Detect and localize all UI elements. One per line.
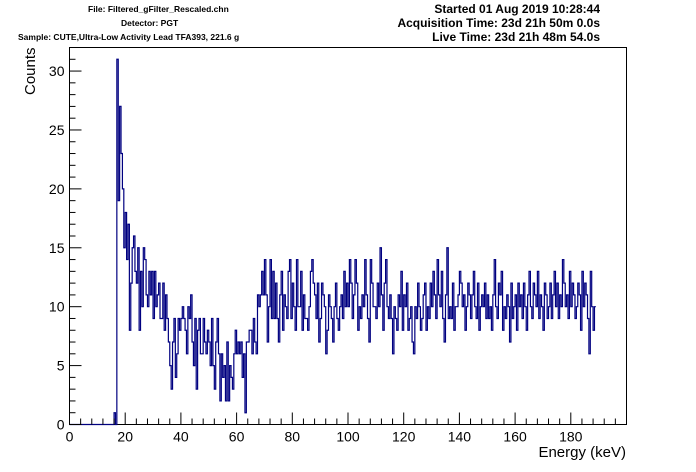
sample-label: Sample: CUTE,Ultra-Low Activity Lead TFA… [18,32,240,42]
y-axis-label: Counts [22,47,39,95]
plot-frame [69,47,627,425]
histogram-series [69,58,596,426]
acquisition-time-label: Acquisition Time: 23d 21h 50m 0.0s [397,16,600,30]
y-tick-label: 25 [49,122,65,138]
y-tick-label: 10 [49,299,65,315]
y-tick-label: 5 [57,358,65,374]
y-tick-label: 20 [49,181,65,197]
x-tick-label: 40 [173,429,189,445]
y-tick-label: 0 [57,417,65,433]
x-tick-label: 60 [229,429,245,445]
x-tick-label: 140 [448,429,472,445]
x-tick-label: 0 [66,429,74,445]
y-axis: 0 5 10 15 20 25 30 [49,47,82,433]
x-tick-label: 180 [559,429,583,445]
x-axis-label: Energy (keV) [538,444,626,461]
detector-label: Detector: PGT [121,18,179,28]
x-tick-label: 80 [285,429,301,445]
x-tick-label: 120 [392,429,416,445]
histogram-line [69,58,596,426]
y-tick-label: 15 [49,240,65,256]
started-label: Started 01 Aug 2019 10:28:44 [434,2,600,16]
x-tick-label: 100 [336,429,360,445]
file-label: File: Filtered_gFilter_Rescaled.chn [88,4,229,14]
x-tick-label: 20 [117,429,133,445]
x-tick-label: 160 [503,429,527,445]
x-axis: 0 20 40 60 80 100 120 140 160 180 [66,412,616,445]
live-time-label: Live Time: 23d 21h 48m 54.0s [432,30,600,44]
y-tick-label: 30 [49,63,65,79]
